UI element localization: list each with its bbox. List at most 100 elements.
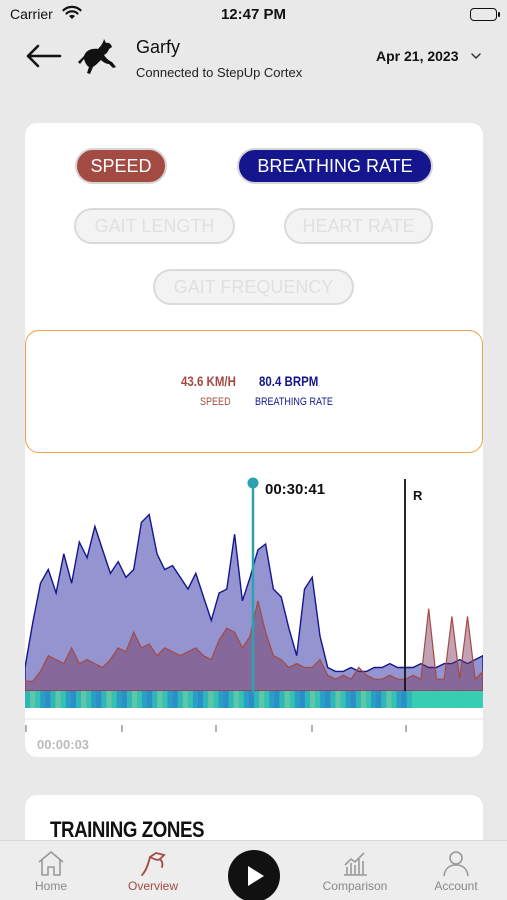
zone-strip-segment: [162, 691, 169, 708]
zone-strip-segment: [203, 691, 209, 708]
zone-strip-segment: [177, 691, 184, 708]
horse-name: Garfy: [136, 37, 181, 57]
cursor-time: 00:30:41: [265, 481, 326, 498]
zone-strip-segment: [457, 691, 464, 708]
date-picker[interactable]: Apr 21, 2023: [376, 48, 459, 64]
zone-strip-segment: [325, 691, 331, 708]
tab-overview-label: Overview: [127, 879, 178, 893]
zone-strip-segment: [366, 691, 372, 708]
zone-strip-segment: [248, 691, 255, 708]
tab-account[interactable]: Account: [411, 849, 501, 900]
zone-strip-segment: [401, 691, 408, 708]
zone-strip-segment: [187, 691, 194, 708]
play-icon: [248, 866, 264, 886]
zone-strip-segment: [75, 691, 82, 708]
zone-strip-segment: [35, 691, 41, 708]
tab-home[interactable]: Home: [6, 849, 96, 900]
carrier-label: Carrier: [10, 6, 53, 22]
metric-readout: 43.6 KM/H SPEED 80.4 BRPM BREATHING RATE: [25, 330, 483, 453]
zone-strip-segment: [335, 691, 342, 708]
zone-strip-segment: [289, 691, 296, 708]
zone-strip-segment: [406, 691, 413, 708]
zone-strip-segment: [274, 691, 281, 708]
breathing-rate-toggle[interactable]: BREATHING RATE: [237, 148, 433, 184]
zone-strip-segment: [304, 691, 311, 708]
zone-strip-segment: [157, 691, 163, 708]
zone-strip-segment: [330, 691, 336, 708]
zone-strip-segment: [432, 691, 438, 708]
zone-strip-segment: [254, 691, 260, 708]
zone-strip-segment: [238, 691, 245, 708]
connection-status: Connected to StepUp Cortex: [136, 65, 303, 80]
zone-strip-segment: [259, 691, 265, 708]
zone-strip-segment: [70, 691, 77, 708]
zone-strip-segment: [421, 691, 428, 708]
breathing-value: 80.4 BRPM: [259, 373, 319, 389]
zone-strip-segment: [126, 691, 133, 708]
zone-strip-segment: [310, 691, 316, 708]
zone-strip-segment: [50, 691, 57, 708]
back-button[interactable]: [24, 42, 64, 70]
zone-strip-segment: [213, 691, 219, 708]
zone-strip-segment: [172, 691, 179, 708]
zone-strip-segment: [386, 691, 392, 708]
tab-comparison[interactable]: Comparison: [310, 849, 400, 900]
zone-strip-segment: [167, 691, 174, 708]
zone-strip-segment: [477, 691, 483, 708]
zone-strip-segment: [86, 691, 92, 708]
zone-strip-segment: [55, 691, 62, 708]
training-zones-title: TRAINING ZONES: [50, 817, 205, 842]
zone-strip-segment: [218, 691, 225, 708]
chart-canvas[interactable]: [25, 473, 483, 753]
tab-home-label: Home: [34, 879, 67, 893]
timeline-chart[interactable]: 00:30:41 R 00:00:03: [25, 473, 483, 753]
speed-value: 43.6 KM/H: [181, 373, 236, 389]
zone-strip-segment: [264, 691, 270, 708]
zone-strip-segment: [81, 691, 87, 708]
zone-strip-segment: [381, 691, 387, 708]
zone-strip-segment: [111, 691, 118, 708]
chevron-down-icon[interactable]: [470, 50, 482, 62]
zone-strip-segment: [350, 691, 357, 708]
zone-strip-segment: [182, 691, 189, 708]
zone-strip-segment: [243, 691, 250, 708]
clock: 12:47 PM: [220, 6, 287, 23]
home-icon: [38, 851, 64, 876]
zone-strip-segment: [91, 691, 97, 708]
zone-strip-segment: [233, 691, 240, 708]
zone-strip-segment: [360, 691, 367, 708]
zone-strip-segment: [396, 691, 403, 708]
zone-strip-segment: [355, 691, 362, 708]
battery-icon: [470, 8, 500, 21]
gait-length-toggle[interactable]: GAIT LENGTH: [74, 208, 235, 244]
zone-strip-segment: [101, 691, 107, 708]
speed-toggle[interactable]: SPEED: [75, 148, 167, 184]
cursor-handle: [247, 477, 259, 489]
back-arrow-icon: [26, 44, 62, 68]
zone-strip-segment: [65, 691, 72, 708]
zone-strip-segment: [198, 691, 204, 708]
zone-strip-segment: [137, 691, 143, 708]
zone-strip-segment: [269, 691, 275, 708]
zone-strip-segment: [467, 691, 474, 708]
marker-label: R: [413, 488, 423, 503]
horse-icon: [76, 34, 122, 80]
tab-overview[interactable]: Overview: [108, 849, 198, 900]
zone-strip-segment: [472, 691, 479, 708]
breathing-caption: BREATHING RATE: [255, 396, 333, 408]
gait-frequency-toggle[interactable]: GAIT FREQUENCY: [153, 269, 354, 305]
zone-strip-segment: [371, 691, 377, 708]
start-time: 00:00:03: [37, 737, 90, 752]
zone-strip-segment: [208, 691, 214, 708]
zone-strip-segment: [228, 691, 235, 708]
zone-strip-segment: [299, 691, 306, 708]
zone-strip-segment: [60, 691, 67, 708]
zone-strip-segment: [131, 691, 138, 708]
comparison-icon: [344, 852, 367, 876]
heart-rate-toggle[interactable]: HEART RATE: [284, 208, 433, 244]
tab-account-label: Account: [434, 879, 478, 893]
wifi-icon: [62, 5, 82, 26]
zone-strip-segment: [40, 691, 46, 708]
metrics-card: SPEED BREATHING RATE GAIT LENGTH HEART R…: [25, 123, 483, 757]
play-button[interactable]: [228, 850, 280, 900]
